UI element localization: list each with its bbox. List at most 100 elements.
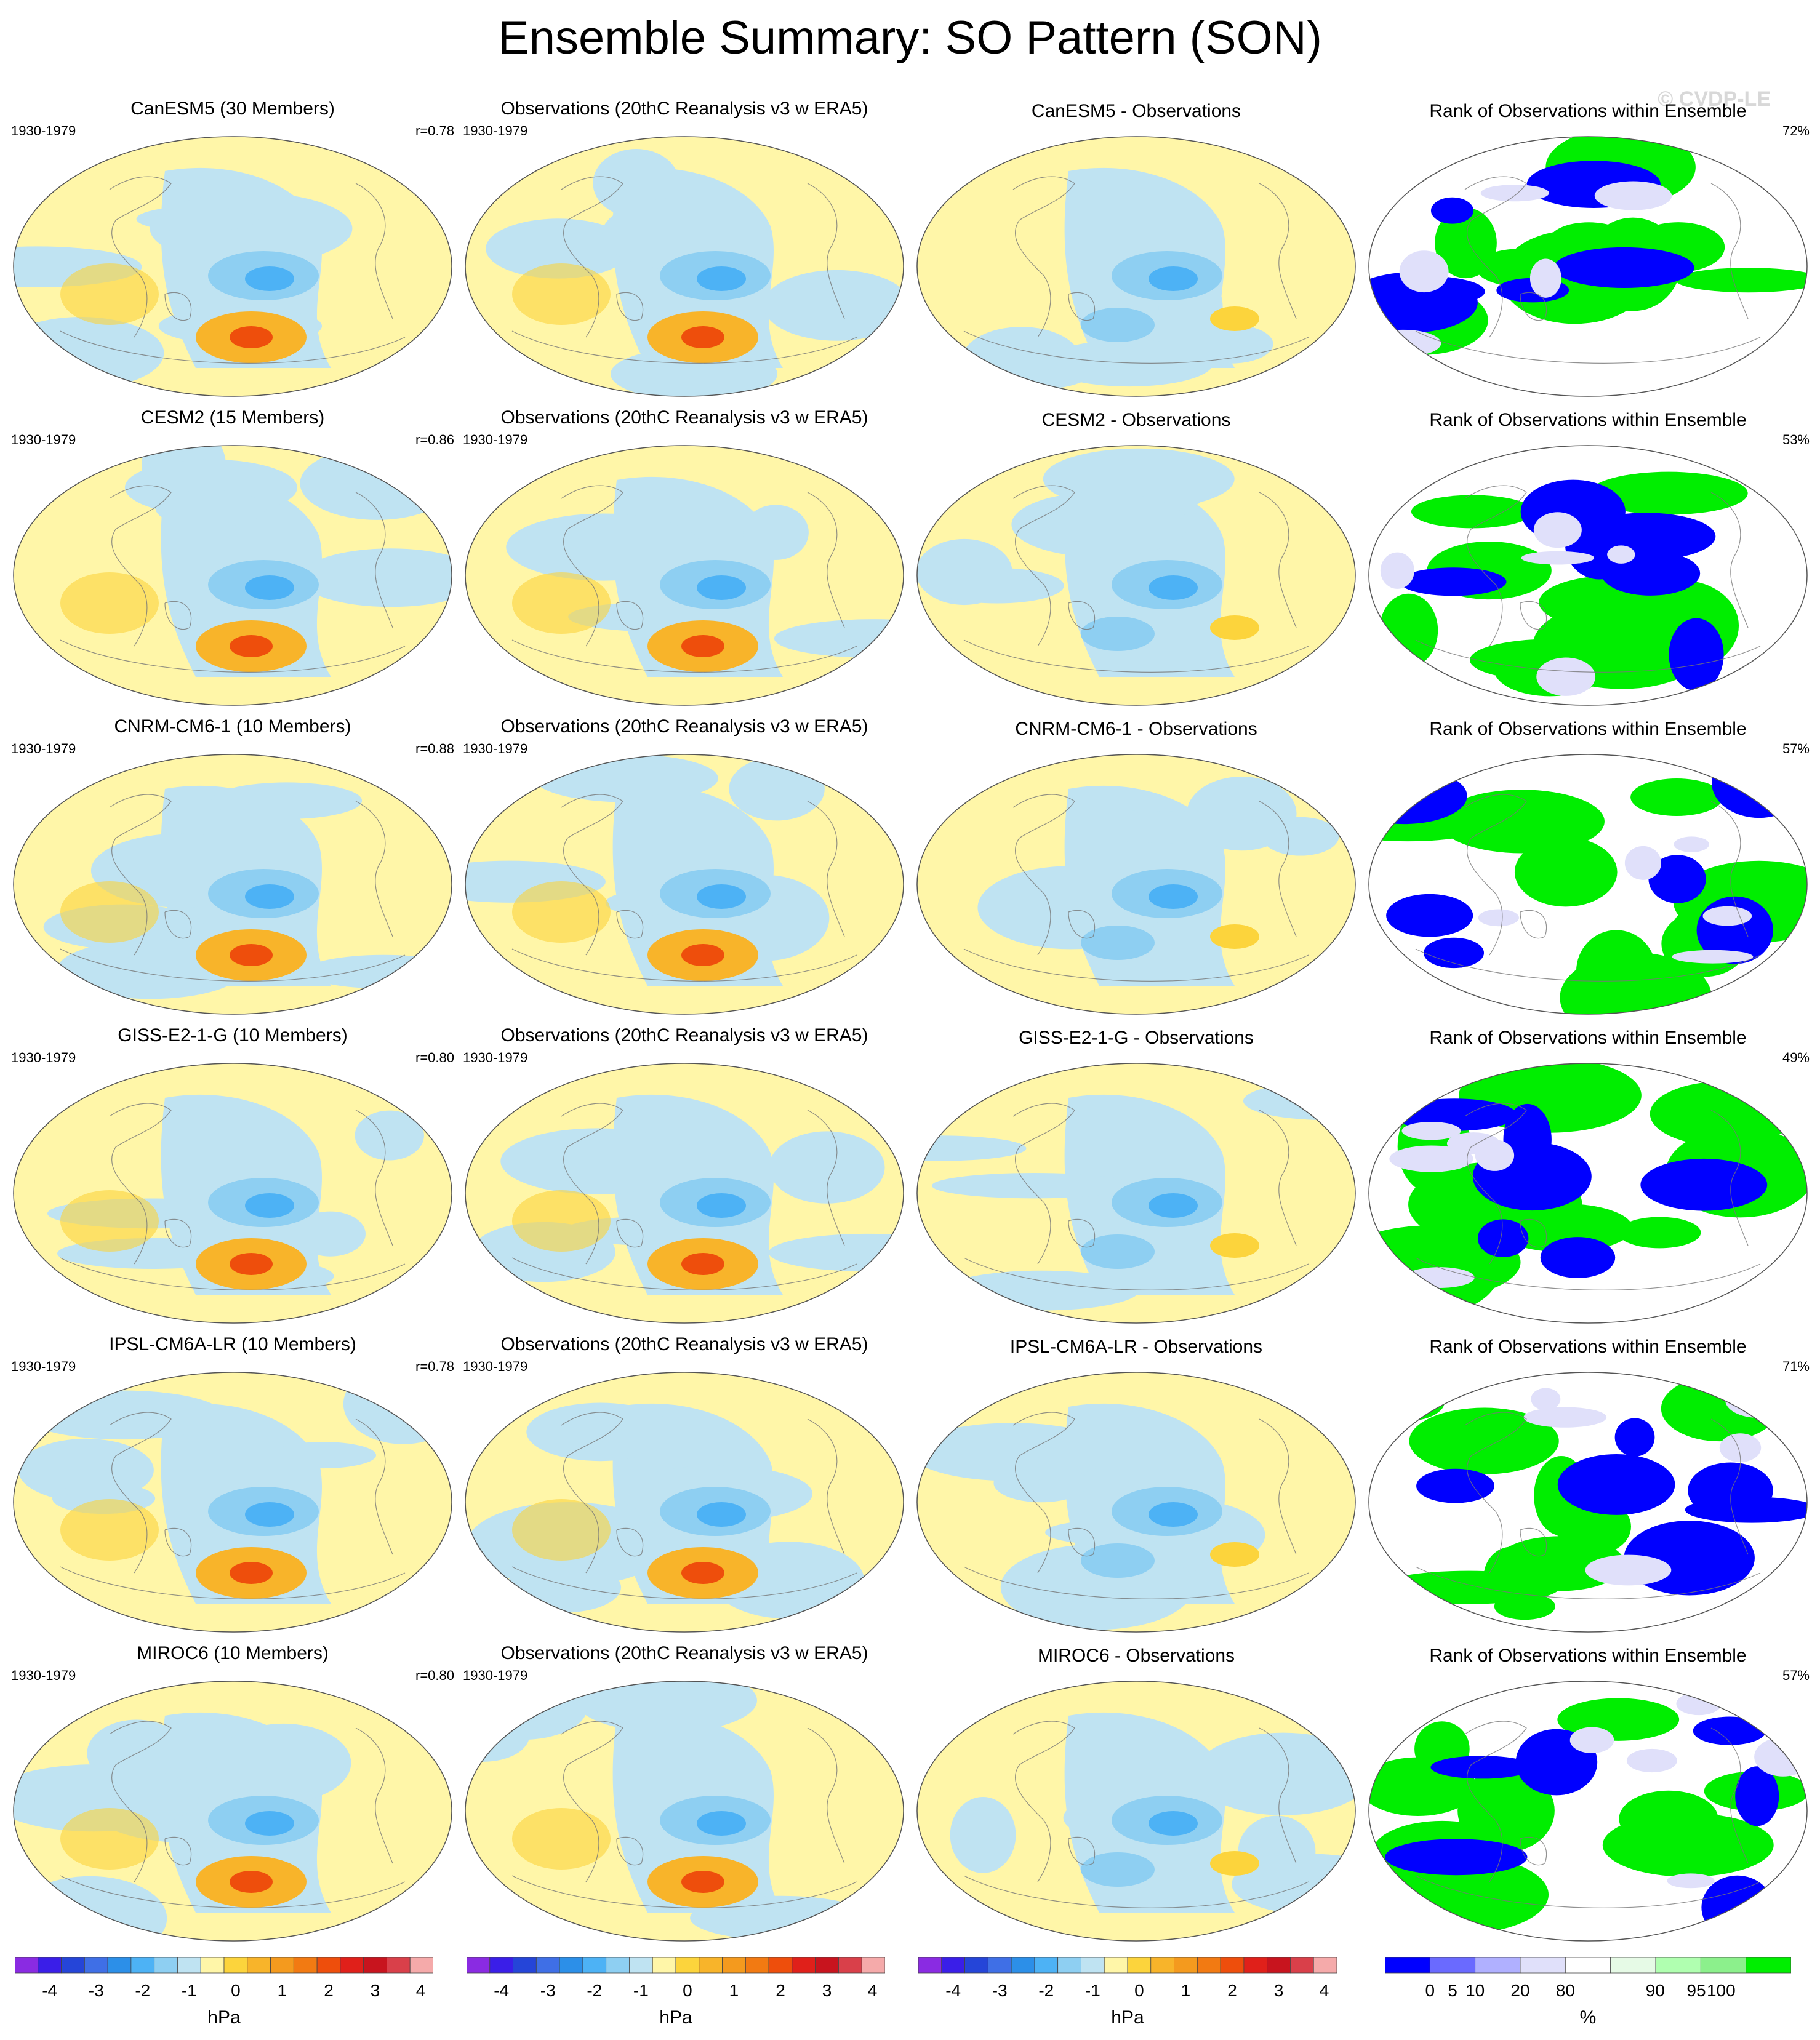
model-map [13, 445, 452, 706]
colorbar-tick-label: 90 [1645, 1981, 1665, 2000]
panel-title: Observations (20thC Reanalysis v3 w ERA5… [500, 407, 868, 428]
panel-title: MIROC6 - Observations [1037, 1646, 1235, 1666]
diff-map [916, 1681, 1356, 1942]
observations-panel: Observations (20thC Reanalysis v3 w ERA5… [463, 1643, 906, 1951]
colorbar-swatch [559, 1956, 583, 1974]
colorbar-swatch [1290, 1956, 1314, 1974]
colorbar-swatch [130, 1956, 155, 1974]
difference-panel: CanESM5 - Observations [915, 98, 1358, 406]
panel-title: Observations (20thC Reanalysis v3 w ERA5… [500, 1025, 868, 1046]
model-map [13, 754, 452, 1015]
colorbar-tick-label: 3 [822, 1981, 832, 2000]
colorbar-swatch [1174, 1956, 1198, 1974]
colorbar-swatch [1700, 1956, 1747, 1974]
colorbar-tick-label: 5 [1448, 1981, 1457, 2000]
main-title: Ensemble Summary: SO Pattern (SON) [498, 12, 1322, 64]
rank-panel: Rank of Observations within Ensemble 57% [1366, 716, 1810, 1024]
colorbar-swatch [363, 1956, 387, 1974]
obs-map [465, 1063, 904, 1324]
panel-title: Rank of Observations within Ensemble [1429, 1337, 1747, 1357]
diff-map [916, 1063, 1356, 1324]
colorbar-rank-unit: % [1579, 2007, 1597, 2028]
rank-percentage: 72% [1782, 123, 1810, 138]
colorbar-swatch [1197, 1956, 1221, 1974]
rank-map [1368, 1063, 1808, 1324]
colorbar-tick-label: -1 [1084, 1981, 1100, 2000]
colorbar-hpa-1-tick-labels: -4 -3 -2 -1 0 1 2 3 4 [15, 1977, 433, 2004]
observations-panel: Observations (20thC Reanalysis v3 w ERA5… [463, 407, 906, 715]
colorbar-hpa-1: -4 -3 -2 -1 0 1 2 3 4 [14, 1956, 434, 2004]
colorbar-swatch [745, 1956, 769, 1974]
colorbar-swatch [792, 1956, 816, 1974]
colorbar-swatch [14, 1956, 39, 1974]
colorbar-swatch [1267, 1956, 1291, 1974]
colorbar-tick-label: 0 [1425, 1981, 1435, 2000]
colorbar-swatch [513, 1956, 537, 1974]
colorbar-swatch [1429, 1956, 1476, 1974]
colorbar-swatch [223, 1956, 248, 1974]
panel-title: Observations (20thC Reanalysis v3 w ERA5… [500, 1643, 868, 1663]
colorbar-swatch [675, 1956, 700, 1974]
difference-panel: IPSL-CM6A-LR - Observations [915, 1334, 1358, 1642]
colorbar-tick-label: -3 [88, 1981, 104, 2000]
rank-map [1368, 445, 1808, 706]
obs-map [465, 136, 904, 397]
colorbar-swatch [987, 1956, 1012, 1974]
colorbar-tick-label: -3 [992, 1981, 1008, 2000]
difference-panel: MIROC6 - Observations [915, 1643, 1358, 1951]
colorbar-swatch [652, 1956, 676, 1974]
model-panel: MIROC6 (10 Members) 1930-1979 r=0.80 [11, 1643, 454, 1951]
panel-title: CESM2 (15 Members) [140, 407, 325, 428]
colorbar-tick-label: -1 [633, 1981, 649, 2000]
colorbar-swatch [768, 1956, 793, 1974]
panel-period: 1930-1979 [463, 432, 528, 447]
colorbar-swatch [964, 1956, 988, 1974]
pattern-correlation: r=0.78 [415, 123, 454, 138]
obs-map [465, 1372, 904, 1633]
model-panel: GISS-E2-1-G (10 Members) 1930-1979 r=0.80 [11, 1025, 454, 1333]
colorbar-swatch [699, 1956, 723, 1974]
rank-panel: Rank of Observations within Ensemble 71% [1366, 1334, 1810, 1642]
colorbar-swatch [84, 1956, 108, 1974]
panel-title: CanESM5 (30 Members) [130, 98, 335, 119]
colorbar-swatch [1104, 1956, 1128, 1974]
diff-map [916, 445, 1356, 706]
colorbar-tick-label: 80 [1555, 1981, 1575, 2000]
colorbar-swatch [629, 1956, 653, 1974]
difference-panel: GISS-E2-1-G - Observations [915, 1025, 1358, 1333]
diff-map [916, 136, 1356, 397]
rank-panel: Rank of Observations within Ensemble 49% [1366, 1025, 1810, 1333]
colorbar-swatch [582, 1956, 607, 1974]
panel-title: Observations (20thC Reanalysis v3 w ERA5… [500, 98, 868, 119]
panel-period: 1930-1979 [11, 1050, 76, 1065]
colorbar-rank: 0 5 10 20 80 90 95 100 [1384, 1956, 1792, 2004]
colorbar-swatch [1313, 1956, 1337, 1974]
colorbar-hpa-2-swatches [466, 1956, 886, 1974]
colorbar-tick-label: -2 [1038, 1981, 1054, 2000]
colorbar-swatch [535, 1956, 560, 1974]
colorbar-swatch [340, 1956, 364, 1974]
colorbar-swatch [1520, 1956, 1566, 1974]
colorbar-swatch [1746, 1956, 1792, 1974]
colorbar-swatch [466, 1956, 491, 1974]
colorbar-tick-label: 100 [1706, 1981, 1736, 2000]
panel-period: 1930-1979 [463, 741, 528, 756]
panel-title: CNRM-CM6-1 - Observations [1015, 719, 1257, 739]
panel-title: GISS-E2-1-G - Observations [1019, 1028, 1254, 1048]
panel-period: 1930-1979 [463, 1359, 528, 1374]
panel-title: Rank of Observations within Ensemble [1429, 101, 1747, 121]
model-map [13, 1063, 452, 1324]
colorbar-tick-label: -4 [945, 1981, 961, 2000]
panel-title: Rank of Observations within Ensemble [1429, 410, 1747, 430]
colorbar-swatch [941, 1956, 965, 1974]
panel-title: Rank of Observations within Ensemble [1429, 1028, 1747, 1048]
rank-map [1368, 754, 1808, 1015]
panel-title: IPSL-CM6A-LR - Observations [1009, 1337, 1263, 1357]
colorbar-tick-label: -3 [540, 1981, 556, 2000]
colorbar-swatch [1610, 1956, 1656, 1974]
obs-map [465, 1681, 904, 1942]
colorbar-tick-label: -4 [494, 1981, 510, 2000]
colorbar-tick-label: -2 [587, 1981, 603, 2000]
rank-map [1368, 1372, 1808, 1633]
colorbar-swatch [293, 1956, 318, 1974]
